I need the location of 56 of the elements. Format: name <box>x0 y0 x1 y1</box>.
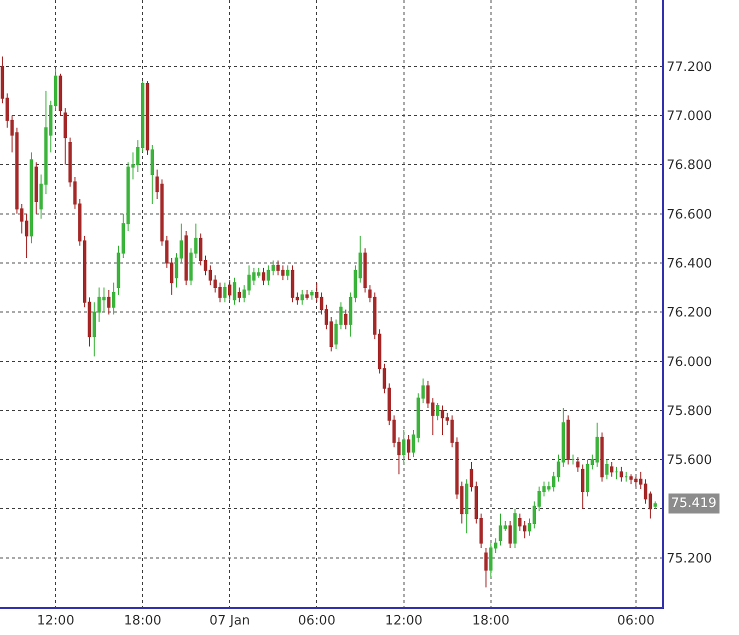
candlestick <box>436 402 440 421</box>
x-tick-label: 18:00 <box>124 614 162 629</box>
y-tick-label: 76.000 <box>666 354 712 370</box>
y-tick-label: 76.400 <box>666 256 712 272</box>
candlestick <box>571 454 575 465</box>
candlestick <box>30 152 34 244</box>
candlestick <box>262 267 266 286</box>
x-tick-label: 06:00 <box>298 614 336 629</box>
candlestick <box>513 508 517 549</box>
candlestick <box>112 282 116 316</box>
candlestick <box>344 309 348 330</box>
candlestick <box>566 414 570 465</box>
candlestick <box>305 289 309 300</box>
candlestick <box>58 73 62 116</box>
candlestick <box>146 80 150 156</box>
candlestick <box>610 462 614 478</box>
candlestick <box>223 282 227 303</box>
text: 75.419 <box>671 496 716 511</box>
candlestick <box>406 434 410 460</box>
x-tick-label: 12:00 <box>385 614 423 629</box>
candlestick <box>620 466 624 482</box>
candlestick <box>605 459 609 480</box>
candlestick <box>624 471 628 482</box>
candlestick <box>600 432 604 482</box>
candlestick <box>64 108 67 166</box>
y-tick-label: 77.000 <box>666 109 712 124</box>
candlestick <box>228 280 232 300</box>
y-tick-label: 76.800 <box>666 158 712 174</box>
y-tick-label: 75.600 <box>666 453 712 468</box>
candlestick <box>581 464 584 510</box>
candlestick <box>286 264 290 281</box>
x-tick-label: 18:00 <box>472 614 510 629</box>
candlestick <box>107 289 110 316</box>
candlestick <box>238 287 242 303</box>
candlestick <box>508 520 512 549</box>
candlestick <box>310 289 314 300</box>
candlestick <box>464 478 468 534</box>
y-tick-label: 75.800 <box>666 404 712 419</box>
x-tick-label: 06:00 <box>617 614 655 629</box>
y-tick-label: 77.200 <box>666 60 712 75</box>
candlestick <box>614 466 618 480</box>
y-tick-label: 76.600 <box>666 207 712 222</box>
y-tick-label: 75.200 <box>666 551 712 566</box>
candlestick <box>576 456 580 472</box>
candlestick <box>300 289 304 306</box>
y-tick-label: 76.200 <box>666 306 712 321</box>
candlestick <box>363 248 367 293</box>
x-tick-label: 07 Jan <box>209 614 250 629</box>
x-tick-label: 12:00 <box>36 614 74 629</box>
candlestick <box>34 162 38 214</box>
candlestick <box>150 144 154 204</box>
candlestick <box>232 277 236 306</box>
candlestick <box>484 548 488 588</box>
candlestick <box>184 230 188 286</box>
candlestick <box>402 430 406 465</box>
candlestick <box>654 500 657 510</box>
